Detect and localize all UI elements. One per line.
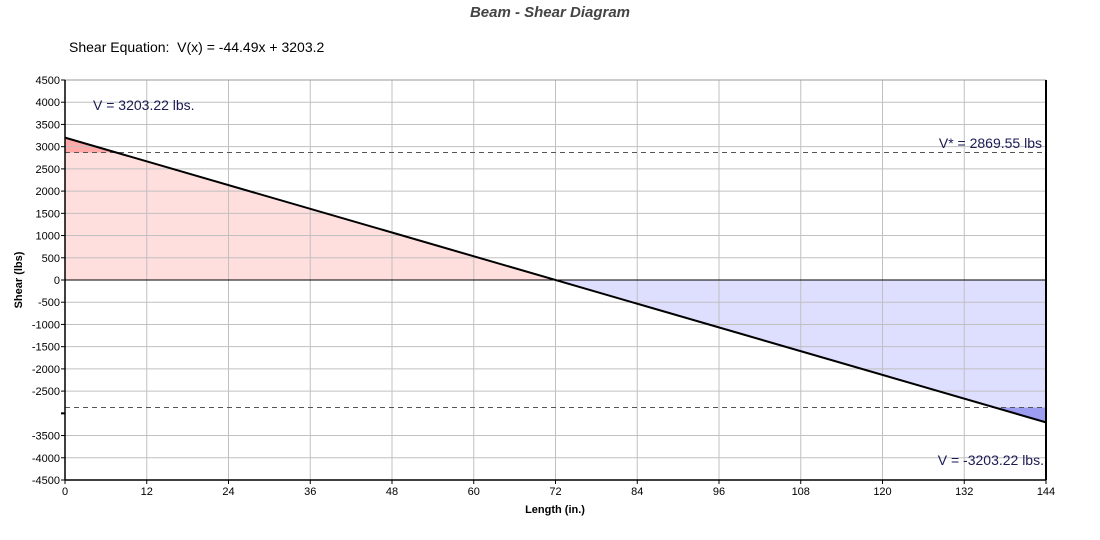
x-tick-label: 0 <box>62 486 68 498</box>
x-tick-label: 36 <box>304 486 316 498</box>
annotation-vmin: V = -3203.22 lbs. <box>938 452 1044 468</box>
y-tick-label: 2500 <box>36 164 60 176</box>
x-tick-label: 60 <box>468 486 480 498</box>
y-tick-label: -500 <box>38 297 60 309</box>
y-tick-label: 2000 <box>36 186 60 198</box>
x-tick-label: 72 <box>549 486 561 498</box>
y-tick-label: 3000 <box>36 142 60 154</box>
y-tick-label: 1000 <box>36 231 60 243</box>
y-tick-label: -1000 <box>32 319 60 331</box>
annotation-vmax: V = 3203.22 lbs. <box>93 97 195 113</box>
annotation-vstar: V* = 2869.55 lbs <box>939 135 1042 151</box>
y-axis-label: Shear (lbs) <box>13 251 25 308</box>
shear-line <box>64 136 1047 424</box>
y-tick-label: -2000 <box>32 364 60 376</box>
y-tick-label: 0 <box>54 275 60 287</box>
x-tick-label: 12 <box>141 486 153 498</box>
x-tick-label: 48 <box>386 486 398 498</box>
x-tick-label: 144 <box>1037 486 1055 498</box>
y-tick-label: 4500 <box>36 75 60 87</box>
y-tick-label: -4500 <box>32 475 60 487</box>
shear-equation: Shear Equation: V(x) = -44.49x + 3203.2 <box>69 39 324 55</box>
y-tick-label: 500 <box>42 253 60 265</box>
y-tick-label: -4000 <box>32 453 60 465</box>
x-tick-label: 84 <box>631 486 643 498</box>
x-axis-label: Length (in.) <box>525 504 585 516</box>
y-tick-label: 4000 <box>36 97 60 109</box>
y-tick-label: -1500 <box>32 342 60 354</box>
x-tick-label: 108 <box>792 486 810 498</box>
x-tick-label: 96 <box>713 486 725 498</box>
y-tick-label: -2500 <box>32 386 60 398</box>
chart-title: Beam - Shear Diagram <box>470 4 630 21</box>
x-tick-label: 24 <box>222 486 234 498</box>
y-tick-label: 3500 <box>36 119 60 131</box>
x-tick-label: 120 <box>873 486 891 498</box>
y-tick-label: -3500 <box>32 431 60 443</box>
x-tick-label: 132 <box>955 486 973 498</box>
y-tick-label: 1500 <box>36 208 60 220</box>
